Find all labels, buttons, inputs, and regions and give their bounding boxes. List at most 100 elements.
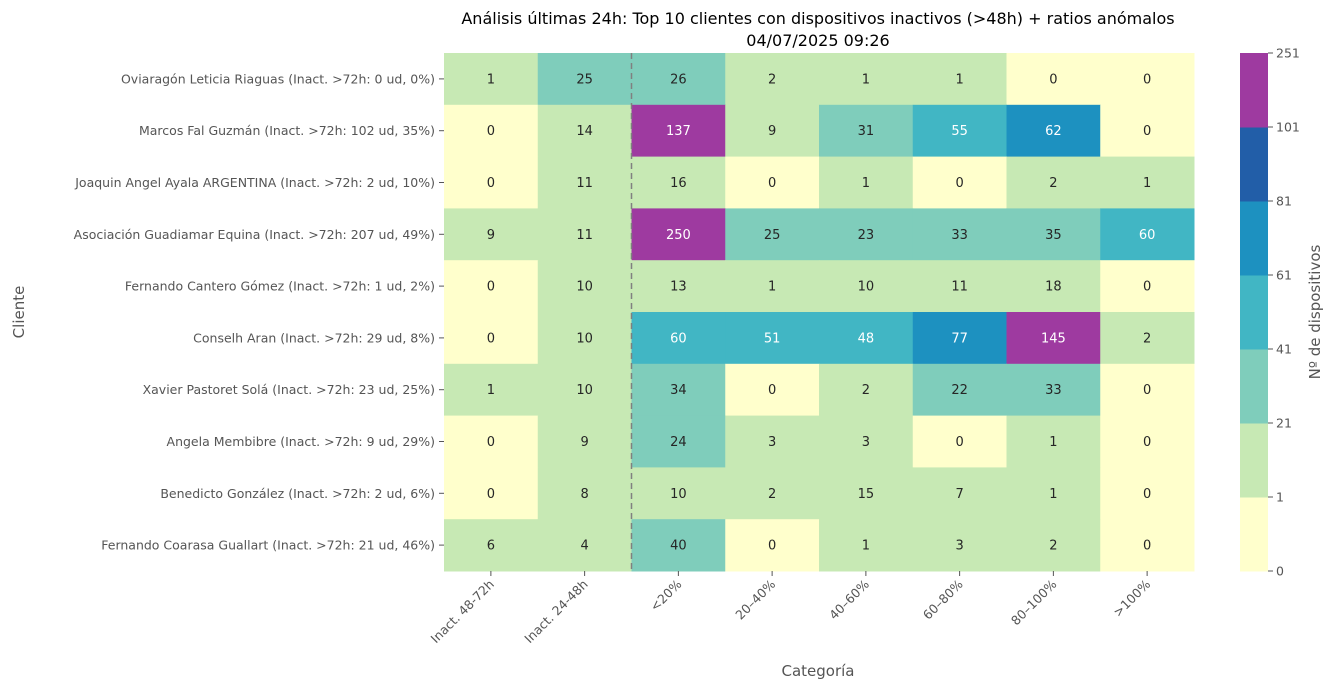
heatmap-cell <box>537 363 632 417</box>
cell-value-label: 0 <box>768 539 776 554</box>
heatmap-cell <box>631 208 726 261</box>
y-tick-label: Xavier Pastoret Solá (Inact. >72h: 23 ud… <box>143 382 435 397</box>
cell-value-label: 1 <box>768 280 776 295</box>
cell-value-label: 0 <box>487 435 495 450</box>
colorbar-label: Nº de dispositivos <box>1306 244 1324 379</box>
x-tick-label: 40–60% <box>826 576 872 622</box>
heatmap-cell <box>631 156 726 209</box>
x-axis-label: Categoría <box>781 662 854 680</box>
cell-value-label: 40 <box>670 539 687 554</box>
heatmap-cell <box>725 363 820 417</box>
cell-value-label: 137 <box>666 124 691 139</box>
heatmap-cell <box>725 208 820 261</box>
cell-value-label: 18 <box>1045 280 1062 295</box>
colorbar-segment <box>1240 349 1268 424</box>
colorbar-segment <box>1240 423 1268 498</box>
cell-value-label: 0 <box>1143 435 1151 450</box>
cell-value-label: 25 <box>764 228 781 243</box>
x-tick-label: 60–80% <box>920 576 966 622</box>
cell-value-label: 8 <box>580 487 588 502</box>
cell-value-label: 22 <box>951 383 968 398</box>
cell-value-label: 0 <box>955 435 963 450</box>
heatmap-cell <box>444 467 539 520</box>
cell-value-label: 1 <box>1143 176 1151 191</box>
cell-value-label: 60 <box>670 331 687 346</box>
cell-value-label: 9 <box>580 435 588 450</box>
colorbar-segment <box>1240 127 1268 202</box>
cell-value-label: 14 <box>576 124 593 139</box>
heatmap-cell <box>912 415 1007 468</box>
cell-value-label: 2 <box>768 487 776 502</box>
cell-value-label: 0 <box>768 176 776 191</box>
heatmap-cell <box>1100 156 1195 209</box>
cell-value-label: 10 <box>576 331 593 346</box>
heatmap-cell <box>537 519 632 572</box>
cell-value-label: 0 <box>1143 72 1151 87</box>
cell-value-label: 7 <box>955 487 963 502</box>
y-tick-label: Angela Membibre (Inact. >72h: 9 ud, 29%) <box>167 434 435 449</box>
cell-value-label: 48 <box>858 331 875 346</box>
y-tick-labels: Oviaragón Leticia Riaguas (Inact. >72h: … <box>74 71 444 553</box>
heatmap-cell <box>1006 415 1101 468</box>
heatmap-cell <box>725 156 820 209</box>
colorbar-tick-label: 21 <box>1276 416 1292 431</box>
heatmap-cell <box>444 519 539 572</box>
chart-subtitle: 04/07/2025 09:26 <box>746 31 889 50</box>
cell-value-label: 0 <box>487 487 495 502</box>
cell-value-label: 3 <box>862 435 870 450</box>
heatmap-cell <box>912 260 1007 313</box>
y-tick-label: Joaquin Angel Ayala ARGENTINA (Inact. >7… <box>74 175 435 190</box>
heatmap-cell <box>537 260 632 313</box>
cell-value-label: 16 <box>670 176 687 191</box>
heatmap-cell <box>725 415 820 468</box>
heatmap-cell <box>1006 208 1101 261</box>
heatmap-cell <box>725 53 820 106</box>
cell-value-label: 1 <box>862 539 870 554</box>
colorbar-tick-label: 1 <box>1276 490 1284 505</box>
heatmap-cells: 1 25 26 2 1 1 0 00 14 137 9 31 55 62 00 11 16 0 1 0 2 19 11 250… <box>444 53 1195 572</box>
heatmap-cell <box>725 260 820 313</box>
heatmap-cell <box>444 53 539 106</box>
cell-value-label: 33 <box>1045 383 1062 398</box>
heatmap-cell <box>912 156 1007 209</box>
heatmap-cell <box>1006 467 1101 520</box>
heatmap-cell <box>819 312 914 365</box>
cell-value-label: 1 <box>955 72 963 87</box>
y-tick-label: Fernando Coarasa Guallart (Inact. >72h: … <box>101 538 435 553</box>
cell-value-label: 3 <box>955 539 963 554</box>
cell-value-label: 11 <box>576 228 593 243</box>
x-tick-label: 80–100% <box>1008 576 1060 628</box>
heatmap-cell <box>819 467 914 520</box>
x-tick-label: <20% <box>647 576 685 614</box>
heatmap-cell <box>1006 104 1101 158</box>
x-tick-labels: Inact. 48-72h Inact. 24-48h <20% 20–40% 40–6… <box>428 571 1153 646</box>
heatmap-cell <box>631 104 726 158</box>
cell-value-label: 0 <box>1143 383 1151 398</box>
colorbar-tick-label: 41 <box>1276 342 1292 357</box>
cell-value-label: 4 <box>580 539 588 554</box>
cell-value-label: 6 <box>487 539 495 554</box>
heatmap-cell <box>444 260 539 313</box>
heatmap-cell <box>537 312 632 365</box>
heatmap-cell <box>1100 363 1195 417</box>
cell-value-label: 2 <box>1143 331 1151 346</box>
heatmap-cell <box>1006 363 1101 417</box>
heatmap-cell <box>819 104 914 158</box>
heatmap-cell <box>1006 156 1101 209</box>
cell-value-label: 11 <box>951 280 968 295</box>
cell-value-label: 10 <box>670 487 687 502</box>
y-tick-label: Oviaragón Leticia Riaguas (Inact. >72h: … <box>121 71 435 86</box>
cell-value-label: 0 <box>1143 280 1151 295</box>
cell-value-label: 9 <box>768 124 776 139</box>
cell-value-label: 0 <box>768 383 776 398</box>
cell-value-label: 60 <box>1139 228 1156 243</box>
cell-value-label: 26 <box>670 72 687 87</box>
colorbar-segment <box>1240 275 1268 350</box>
cell-value-label: 1 <box>862 72 870 87</box>
heatmap-cell <box>537 104 632 158</box>
cell-value-label: 2 <box>1049 176 1057 191</box>
heatmap-cell <box>631 260 726 313</box>
cell-value-label: 24 <box>670 435 687 450</box>
cell-value-label: 11 <box>576 176 593 191</box>
cell-value-label: 62 <box>1045 124 1062 139</box>
